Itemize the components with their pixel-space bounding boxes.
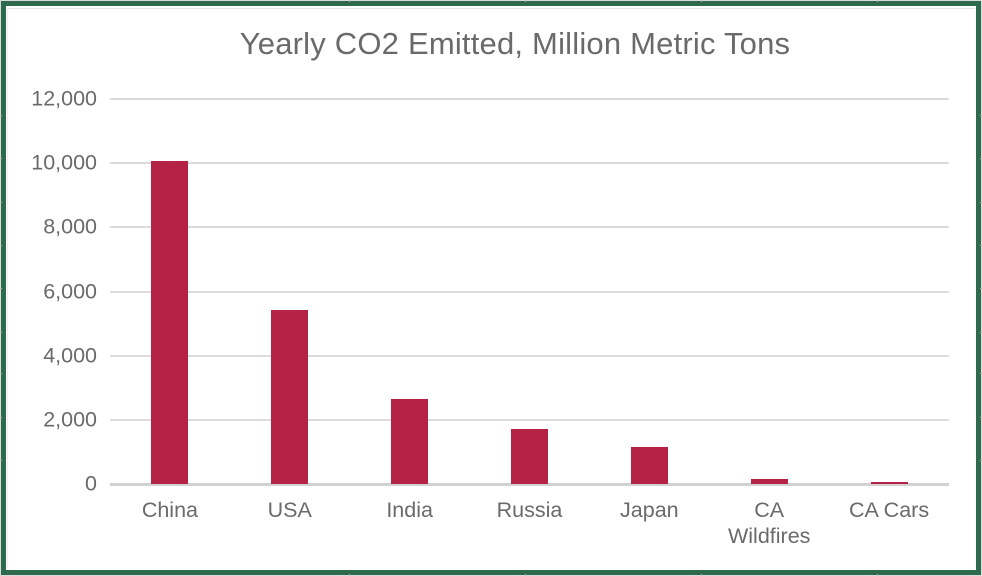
- gridline-10000: [110, 162, 949, 165]
- cell-boundary-tick: [980, 288, 982, 289]
- cell-boundary-tick: [0, 158, 2, 159]
- cell-boundary-tick: [0, 417, 2, 418]
- y-tick-label-8000: 8,000: [43, 214, 97, 239]
- cell-boundary-tick: [980, 202, 982, 203]
- gridline-8000: [110, 226, 949, 229]
- bar-ca-cars: [870, 482, 908, 484]
- cell-boundary-tick: [980, 158, 982, 159]
- bar-usa: [271, 310, 309, 484]
- y-axis-labels: 0 2,000 4,000 6,000 8,000 10,000 12,000: [0, 0, 97, 576]
- gridline-6000: [110, 290, 949, 293]
- cell-boundary-tick: [0, 245, 2, 246]
- cell-boundary-tick: [0, 202, 2, 203]
- y-tick-label-6000: 6,000: [43, 279, 97, 303]
- x-tick-label-china: China: [141, 498, 199, 522]
- x-tick-label-usa: USA: [267, 498, 312, 522]
- y-tick-label-4000: 4,000: [43, 343, 97, 368]
- cell-boundary-tick: [701, 0, 702, 2]
- bar-japan: [630, 446, 668, 484]
- gridline-2000: [110, 418, 949, 421]
- bar-china: [151, 161, 189, 484]
- cell-boundary-tick: [877, 574, 878, 576]
- y-tick-label-10000: 10,000: [31, 150, 97, 175]
- cell-boundary-tick: [980, 115, 982, 116]
- x-tick-label-russia: Russia: [496, 498, 563, 522]
- gridline-12000: [110, 98, 949, 100]
- cell-boundary-tick: [0, 373, 2, 374]
- x-tick-label-japan: Japan: [620, 498, 679, 522]
- x-tick-label-ca-cars: CA Cars: [849, 498, 930, 522]
- cell-boundary-tick: [980, 245, 982, 246]
- cell-boundary-tick: [980, 332, 982, 333]
- cell-boundary-tick: [0, 288, 2, 289]
- chart-object-border-top: [7, 8, 975, 9]
- cell-boundary-tick: [0, 460, 2, 461]
- cell-boundary-tick: [525, 574, 526, 576]
- plot-area: [110, 98, 949, 486]
- cell-boundary-tick: [525, 0, 526, 2]
- cell-boundary-tick: [701, 574, 702, 576]
- cell-boundary-tick: [877, 0, 878, 2]
- x-tick-label-india: India: [386, 498, 433, 522]
- y-tick-label-0: 0: [85, 471, 97, 496]
- cell-boundary-tick: [0, 332, 2, 333]
- x-tick-label-ca-wildfires: CA Wildfires: [727, 498, 811, 548]
- bar-ca-wildfires: [750, 479, 788, 484]
- gridline-4000: [110, 354, 949, 357]
- chart-title: Yearly CO2 Emitted, Million Metric Tons: [239, 26, 791, 61]
- cell-boundary-tick: [980, 460, 982, 461]
- x-axis-baseline: [110, 483, 949, 486]
- y-tick-label-2000: 2,000: [43, 407, 97, 432]
- cell-boundary-tick: [349, 0, 350, 2]
- cell-boundary-tick: [0, 115, 2, 116]
- chart-object-border-left: [7, 8, 8, 568]
- cell-boundary-tick: [349, 574, 350, 576]
- y-tick-label-12000: 12,000: [31, 86, 97, 111]
- bar-russia: [511, 429, 548, 484]
- bar-india: [391, 398, 429, 484]
- cell-boundary-tick: [980, 373, 982, 374]
- cell-boundary-tick: [980, 417, 982, 418]
